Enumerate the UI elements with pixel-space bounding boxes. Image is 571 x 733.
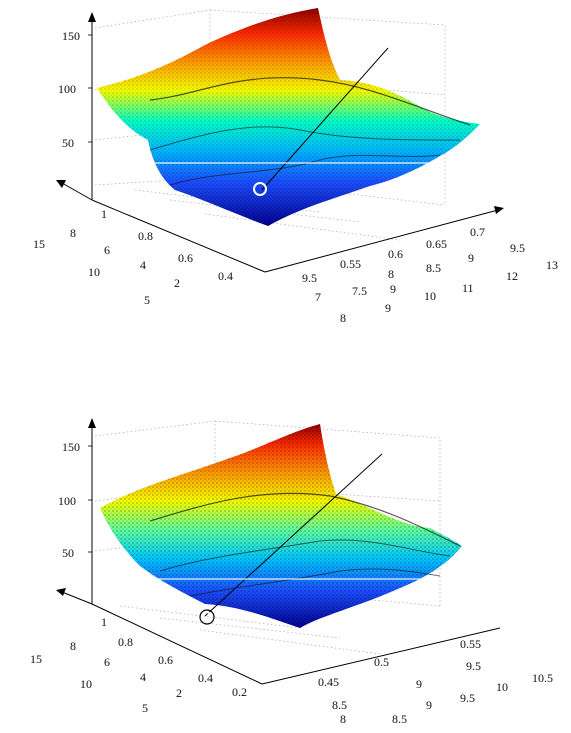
left-tick: 15 <box>33 237 45 251</box>
right-tick: 8.5 <box>392 712 407 726</box>
axes <box>56 12 504 273</box>
right-tick: 9.5 <box>466 659 481 673</box>
surface <box>100 424 462 628</box>
left-tick: 10 <box>88 265 100 279</box>
right-tick: 0.6 <box>388 247 403 261</box>
left-tick: 4 <box>140 258 146 272</box>
left-tick: 2 <box>174 276 180 290</box>
surface-plot-top-svg: 150 100 50 1 0.8 0.6 0.4 8 6 4 2 15 10 5… <box>33 8 558 325</box>
axes <box>56 418 501 685</box>
left-tick: 15 <box>30 652 42 666</box>
z-tick-150: 150 <box>62 29 80 43</box>
z-tick-100: 100 <box>58 82 76 96</box>
minimum-point-marker <box>199 609 215 625</box>
left-tick: 8 <box>70 639 76 653</box>
left-tick: 1 <box>101 207 107 221</box>
z-tick-150: 150 <box>62 440 80 454</box>
right-tick: 10.5 <box>532 671 553 685</box>
surface-plot-bottom-svg: 150 100 50 1 0.8 0.6 0.4 0.2 8 6 4 2 15 … <box>30 418 553 726</box>
left-tick: 4 <box>140 670 146 684</box>
right-tick: 11 <box>462 281 474 295</box>
surface-plot-bottom: 150 100 50 1 0.8 0.6 0.4 0.2 8 6 4 2 15 … <box>0 366 571 732</box>
left-tick: 10 <box>80 677 92 691</box>
right-tick: 8 <box>388 267 394 281</box>
right-tick: 9 <box>390 282 396 296</box>
right-tick: 7.5 <box>352 284 367 298</box>
right-tick: 9.5 <box>510 241 525 255</box>
surface <box>97 8 480 226</box>
left-tick: 8 <box>70 226 76 240</box>
right-tick: 8 <box>340 712 346 726</box>
reference-lines <box>95 453 430 617</box>
right-tick: 12 <box>506 269 518 283</box>
left-tick: 1 <box>101 615 107 629</box>
left-tick: 0.6 <box>178 251 193 265</box>
z-tick-50: 50 <box>62 546 74 560</box>
right-tick: 0.65 <box>426 237 447 251</box>
right-tick: 8 <box>340 311 346 325</box>
left-tick: 0.4 <box>198 671 213 685</box>
left-tick: 5 <box>142 701 148 715</box>
left-tick: 6 <box>104 655 110 669</box>
left-tick: 0.4 <box>218 269 233 283</box>
minimum-point-marker <box>253 182 267 196</box>
left-tick: 0.6 <box>158 653 173 667</box>
left-tick: 0.8 <box>138 229 153 243</box>
right-tick: 7 <box>315 290 321 304</box>
left-tick: 6 <box>104 243 110 257</box>
right-tick: 9 <box>468 251 474 265</box>
z-tick-100: 100 <box>58 494 76 508</box>
right-tick: 10 <box>424 289 436 303</box>
right-tick: 10 <box>496 680 508 694</box>
right-tick: 0.45 <box>318 675 339 689</box>
left-tick: 2 <box>176 686 182 700</box>
surface-plot-top: 150 100 50 1 0.8 0.6 0.4 8 6 4 2 15 10 5… <box>0 0 571 366</box>
right-tick: 9.5 <box>460 691 475 705</box>
z-tick-50: 50 <box>62 136 74 150</box>
right-tick: 0.7 <box>470 225 485 239</box>
reference-lines <box>95 47 440 191</box>
right-tick: 8.5 <box>332 698 347 712</box>
right-tick: 9 <box>426 698 432 712</box>
right-tick: 9.5 <box>302 271 317 285</box>
right-tick: 9 <box>385 301 391 315</box>
right-tick: 0.55 <box>340 257 361 271</box>
left-tick: 0.8 <box>118 635 133 649</box>
right-tick: 13 <box>546 258 558 272</box>
right-tick: 0.55 <box>460 637 481 651</box>
left-tick: 0.2 <box>232 685 247 699</box>
right-tick: 8.5 <box>426 261 441 275</box>
left-tick: 5 <box>144 293 150 307</box>
right-tick: 9 <box>416 677 422 691</box>
right-tick: 0.5 <box>374 655 389 669</box>
